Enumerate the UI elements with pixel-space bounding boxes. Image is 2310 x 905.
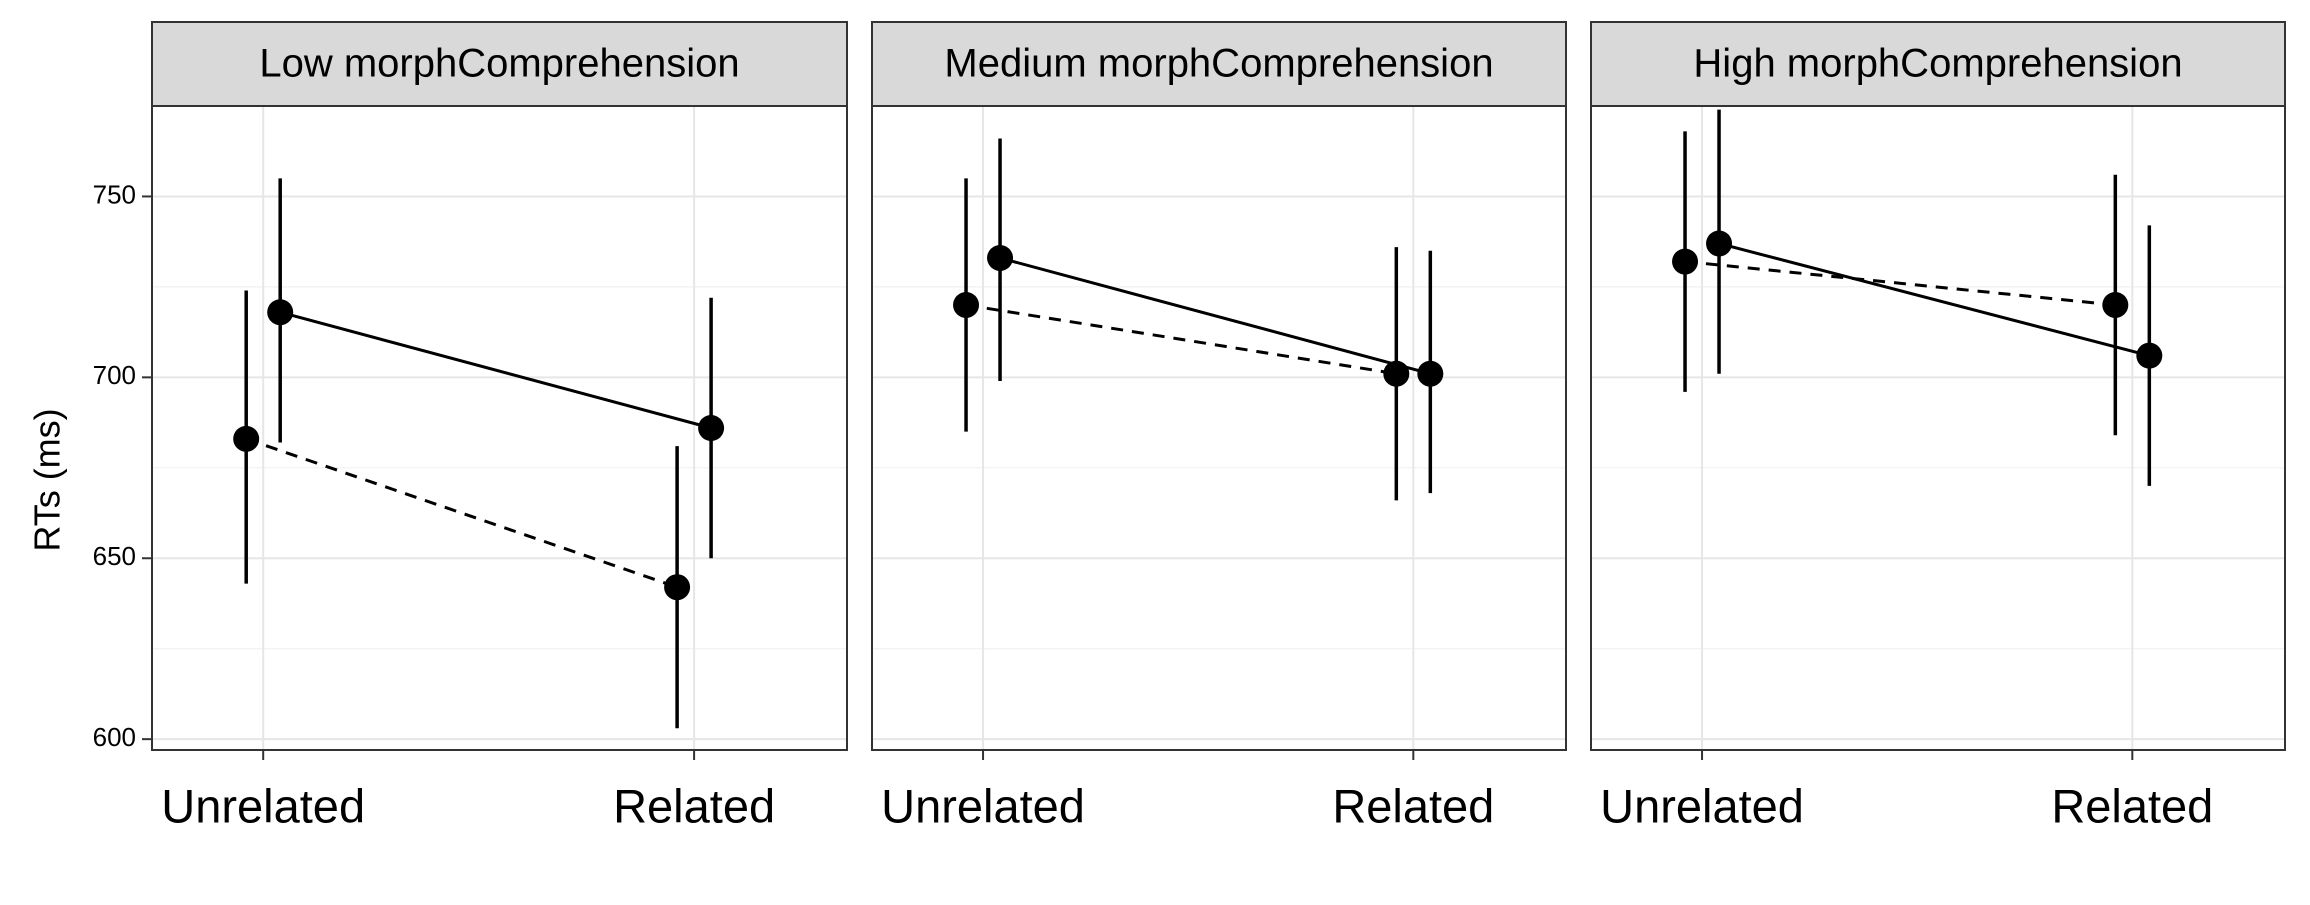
x-tick-label: Related [613,779,775,832]
facet-strip [871,21,1567,107]
data-point [698,415,725,441]
facet-strip [1590,21,2286,107]
solid-series-line [1718,242,2150,358]
data-point [1672,248,1699,275]
data-point [233,425,260,452]
x-tick-label: Related [1332,779,1494,832]
data-point [267,299,294,326]
data-point [2136,342,2163,369]
y-tick-label: 750 [93,179,136,209]
panel-border [151,105,848,751]
y-tick-label: 600 [93,722,136,752]
solid-series-line [279,310,712,430]
data-point [664,574,691,601]
data-point [1706,230,1733,257]
x-tick-label: Unrelated [881,779,1085,832]
panel-background [872,106,1566,750]
dashed-series-line [965,303,1397,376]
data-point [2102,291,2129,318]
y-axis-label: RTs (ms) [27,408,68,551]
y-tick-label: 700 [93,360,136,390]
facet-strip-label: Medium morphComprehension [944,42,1493,86]
facet-strip [151,21,848,107]
y-tick-label: 650 [93,541,136,571]
panel-border [1590,105,2286,751]
panel-border [871,105,1567,751]
facet-strip-label: High morphComprehension [1693,42,2182,86]
panel-background [1591,106,2285,750]
data-point [953,291,980,318]
solid-series-line [999,256,1431,376]
x-tick-label: Unrelated [1600,779,1804,832]
data-point [987,244,1014,271]
x-tick-label: Related [2051,779,2213,832]
panel-background [152,106,847,750]
dashed-series-line [245,437,678,589]
facet-strip-label: Low morphComprehension [259,42,739,86]
dashed-series-line [1684,260,2116,307]
data-point [1417,360,1444,387]
x-tick-label: Unrelated [161,779,365,832]
